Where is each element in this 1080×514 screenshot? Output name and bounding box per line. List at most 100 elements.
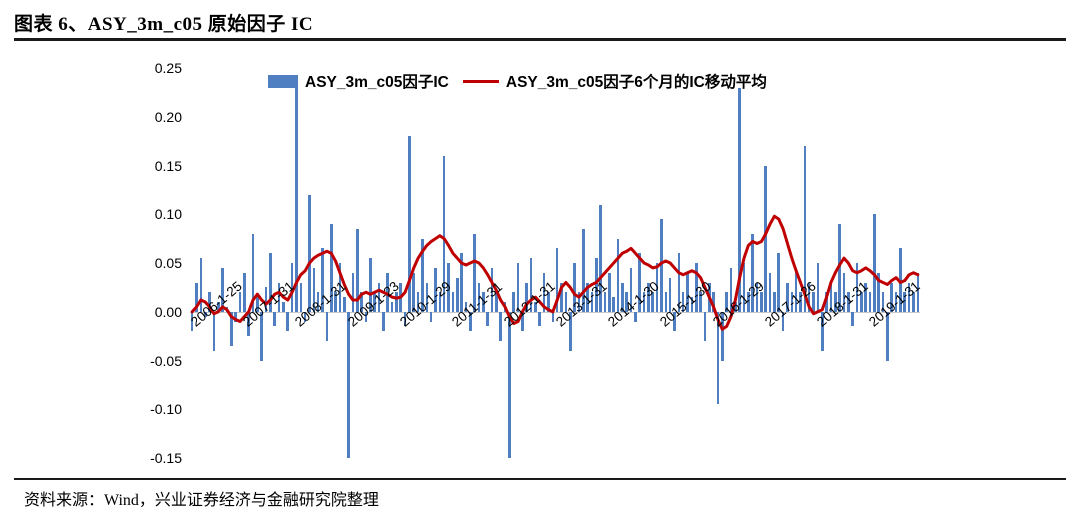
bar xyxy=(677,253,681,312)
bar xyxy=(842,272,846,312)
bar xyxy=(408,136,411,312)
bar xyxy=(199,258,203,312)
bar xyxy=(603,292,607,312)
x-tick-label: 2015-1-30 xyxy=(657,278,715,330)
bar xyxy=(699,292,702,312)
bar xyxy=(234,311,237,322)
title-text: 图表 6、ASY_3m_c05 原始因子 IC xyxy=(14,13,314,35)
bar xyxy=(425,282,429,312)
bar xyxy=(564,292,568,312)
bar xyxy=(316,292,320,312)
bar xyxy=(486,311,489,327)
bar xyxy=(382,311,385,332)
bar xyxy=(477,282,481,312)
bar xyxy=(703,311,707,341)
bar xyxy=(790,292,794,312)
bar xyxy=(538,311,542,327)
bar xyxy=(651,292,655,312)
bar xyxy=(273,311,277,327)
bar xyxy=(390,302,394,312)
bar xyxy=(238,292,242,312)
legend-line-swatch-icon xyxy=(462,79,499,83)
bar xyxy=(516,263,520,312)
bar xyxy=(490,267,494,312)
bar xyxy=(881,292,885,312)
x-axis-ticks: 2006-1-25 2007-1-31 2008-1-31 2009-1-23 2010… xyxy=(188,68,923,458)
bar xyxy=(855,263,859,312)
bar xyxy=(786,282,789,312)
y-tick-label: 0.05 xyxy=(154,255,182,271)
bar xyxy=(664,292,668,312)
bar xyxy=(542,272,546,312)
bar xyxy=(264,287,268,312)
bar xyxy=(534,302,537,312)
legend-bar-swatch-icon xyxy=(268,74,298,88)
bar xyxy=(573,263,576,312)
bar xyxy=(434,267,437,312)
bar xyxy=(243,272,246,312)
bar xyxy=(781,311,785,332)
bar xyxy=(586,282,589,312)
bar xyxy=(421,238,424,312)
bar xyxy=(568,311,572,351)
bar xyxy=(329,224,333,312)
bar xyxy=(608,272,611,312)
bar xyxy=(812,292,815,312)
moving-average-line xyxy=(190,214,920,331)
bar xyxy=(190,311,194,332)
bar xyxy=(899,248,902,312)
bar xyxy=(612,297,615,312)
bar xyxy=(547,292,550,312)
bar xyxy=(868,292,872,312)
line-series xyxy=(190,214,920,331)
bar xyxy=(773,292,776,312)
bar xyxy=(864,282,867,312)
bar xyxy=(716,311,720,405)
bar xyxy=(451,292,455,312)
bar xyxy=(508,311,511,458)
bar xyxy=(277,282,281,312)
source-note: 资料来源：Wind，兴业证券经济与金融研究院整理 xyxy=(24,492,379,509)
bar xyxy=(386,272,389,312)
bar xyxy=(512,292,515,312)
bar xyxy=(208,292,211,312)
y-tick-label: -0.10 xyxy=(150,401,182,418)
x-tick-label: 2014-1-30 xyxy=(605,278,663,330)
bar xyxy=(460,253,463,312)
x-tick-label: 2009-1-23 xyxy=(344,278,402,330)
bar xyxy=(251,233,255,312)
bar xyxy=(594,258,598,312)
bar xyxy=(873,214,876,312)
bar xyxy=(303,311,307,322)
bar xyxy=(816,263,820,312)
bar xyxy=(777,253,781,312)
bar xyxy=(625,292,628,312)
bar xyxy=(747,292,750,312)
chart-container: ASY_3m_c05因子IC ASY_3m_c05因子6个月的IC移动平均 0.… xyxy=(0,46,1080,476)
bar xyxy=(668,277,672,312)
bar xyxy=(351,272,355,312)
bar xyxy=(621,282,624,312)
y-tick-label: 0.15 xyxy=(154,157,182,174)
bar xyxy=(751,233,754,312)
bar xyxy=(438,292,442,312)
bar xyxy=(429,311,433,322)
bar xyxy=(833,292,837,312)
bar xyxy=(738,87,741,312)
bar xyxy=(403,311,407,327)
bar xyxy=(247,311,250,337)
bar xyxy=(742,263,746,312)
bar xyxy=(768,272,772,312)
y-tick-label: -0.05 xyxy=(150,352,182,369)
chart-legend: ASY_3m_c05因子IC ASY_3m_c05因子6个月的IC移动平均 xyxy=(268,70,767,92)
bar xyxy=(256,297,259,312)
bar xyxy=(468,311,472,332)
bar xyxy=(495,292,498,312)
bar xyxy=(794,267,798,312)
bar xyxy=(347,311,350,458)
bar xyxy=(442,155,446,312)
bar xyxy=(877,272,880,312)
bar xyxy=(890,282,894,312)
page-title: 图表 6、ASY_3m_c05 原始因子 IC xyxy=(14,6,1066,38)
bar xyxy=(916,272,920,312)
